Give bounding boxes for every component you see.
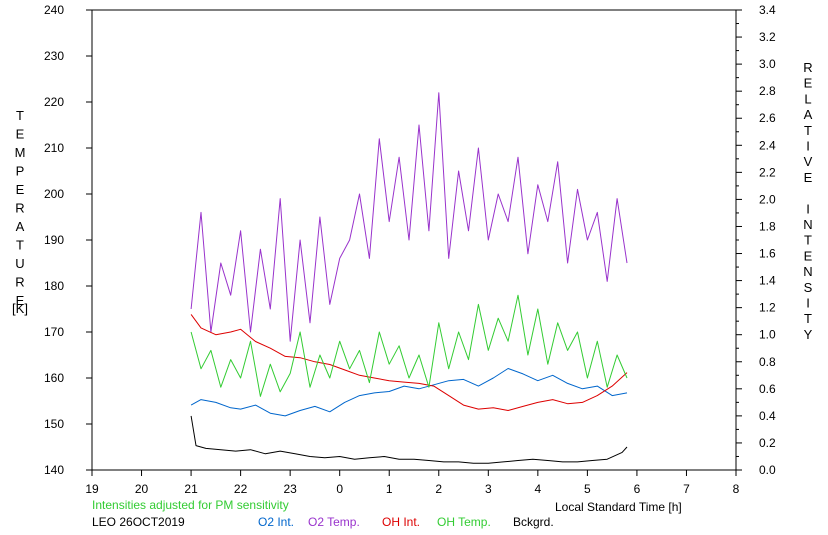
station-label: LEO 26OCT2019 (92, 515, 185, 529)
y-left-tick-label: 140 (44, 463, 64, 477)
series-line-o2-temp (190, 92, 628, 342)
right-axis-title-letter: T (804, 233, 812, 248)
right-axis-title-letter: E (804, 76, 813, 91)
y-left-tick-label: 210 (44, 141, 64, 155)
y-right-tick-label: 1.0 (759, 328, 776, 342)
right-axis-title-letter: V (804, 154, 813, 169)
x-axis-title: Local Standard Time [h] (555, 500, 682, 514)
right-axis-title-letter: T (804, 123, 812, 138)
left-axis-title-letter: P (16, 164, 25, 179)
right-axis-title-letter: T (804, 311, 812, 326)
y-right-tick-label: 2.6 (759, 111, 776, 125)
series-line-o2-int (190, 368, 628, 417)
y-right-tick-label: 0.0 (759, 463, 776, 477)
plot-frame (91, 9, 737, 471)
y-right-tick-label: 1.4 (759, 274, 776, 288)
legend-entry: OH Int. (382, 515, 420, 529)
y-left-tick-label: 170 (44, 325, 64, 339)
x-tick-label: 8 (733, 482, 740, 496)
left-axis-title-letter: A (16, 219, 25, 234)
x-tick-label: 19 (85, 482, 99, 496)
left-axis-unit: [K] (12, 301, 28, 316)
y-right-tick-label: 0.4 (759, 409, 776, 423)
y-right-tick-label: 1.2 (759, 301, 776, 315)
left-axis-title-letter: M (15, 145, 26, 160)
series-line-bckgrd (190, 415, 628, 464)
y-right-tick-label: 1.6 (759, 247, 776, 261)
x-tick-label: 0 (336, 482, 343, 496)
series-line-oh-int (190, 314, 628, 411)
note-text: Intensities adjusted for PM sensitivity (92, 498, 289, 512)
series-line-oh-temp (190, 294, 628, 397)
y-right-tick-label: 0.2 (759, 436, 776, 450)
y-left-tick-label: 160 (44, 371, 64, 385)
right-axis-title-letter: I (806, 139, 810, 154)
right-axis-title-letter: S (804, 280, 813, 295)
x-tick-label: 21 (184, 482, 198, 496)
right-axis-title-letter: R (803, 60, 812, 75)
left-axis-title-letter: E (16, 182, 25, 197)
legend-entry: O2 Temp. (308, 515, 360, 529)
x-tick-label: 4 (535, 482, 542, 496)
right-axis-title-letter: Y (804, 327, 813, 342)
x-tick-label: 6 (634, 482, 641, 496)
y-left-tick-label: 230 (44, 49, 64, 63)
left-axis-title-letter: R (15, 275, 24, 290)
y-left-tick-label: 240 (44, 3, 64, 17)
x-tick-label: 20 (135, 482, 149, 496)
y-right-tick-label: 2.8 (759, 84, 776, 98)
right-axis-title-letter: E (804, 170, 813, 185)
right-axis-title-letter: A (804, 107, 813, 122)
left-axis-title-letter: T (16, 238, 24, 253)
y-left-tick-label: 200 (44, 187, 64, 201)
legend-entry: OH Temp. (437, 515, 491, 529)
y-right-tick-label: 0.8 (759, 355, 776, 369)
x-tick-label: 22 (234, 482, 248, 496)
right-axis-title-letter: E (804, 248, 813, 263)
y-right-tick-label: 0.6 (759, 382, 776, 396)
y-left-tick-label: 150 (44, 417, 64, 431)
y-right-tick-label: 2.2 (759, 165, 776, 179)
left-axis-title-letter: U (15, 256, 24, 271)
x-tick-label: 1 (386, 482, 393, 496)
y-right-tick-label: 3.2 (759, 30, 776, 44)
y-right-tick-label: 3.0 (759, 57, 776, 71)
x-tick-label: 3 (485, 482, 492, 496)
y-left-tick-label: 180 (44, 279, 64, 293)
y-right-tick-label: 3.4 (759, 3, 776, 17)
x-tick-label: 5 (584, 482, 591, 496)
x-tick-label: 2 (435, 482, 442, 496)
x-tick-label: 23 (283, 482, 297, 496)
right-axis-title-letter: N (803, 217, 812, 232)
right-axis-title-letter: I (806, 296, 810, 311)
y-left-tick-label: 220 (44, 95, 64, 109)
right-axis-title-letter: N (803, 264, 812, 279)
y-right-tick-label: 2.4 (759, 138, 776, 152)
legend-entry: O2 Int. (258, 515, 294, 529)
right-axis-title-letter: L (804, 91, 811, 106)
legend-entry: Bckgrd. (513, 515, 554, 529)
x-tick-label: 7 (683, 482, 690, 496)
y-right-tick-label: 1.8 (759, 219, 776, 233)
left-axis-title-letter: E (16, 293, 25, 308)
y-right-tick-label: 2.0 (759, 192, 776, 206)
right-axis-title-letter: I (806, 201, 810, 216)
left-axis-title-letter: R (15, 201, 24, 216)
left-axis-title-letter: T (16, 108, 24, 123)
y-left-tick-label: 190 (44, 233, 64, 247)
left-axis-title-letter: E (16, 127, 25, 142)
